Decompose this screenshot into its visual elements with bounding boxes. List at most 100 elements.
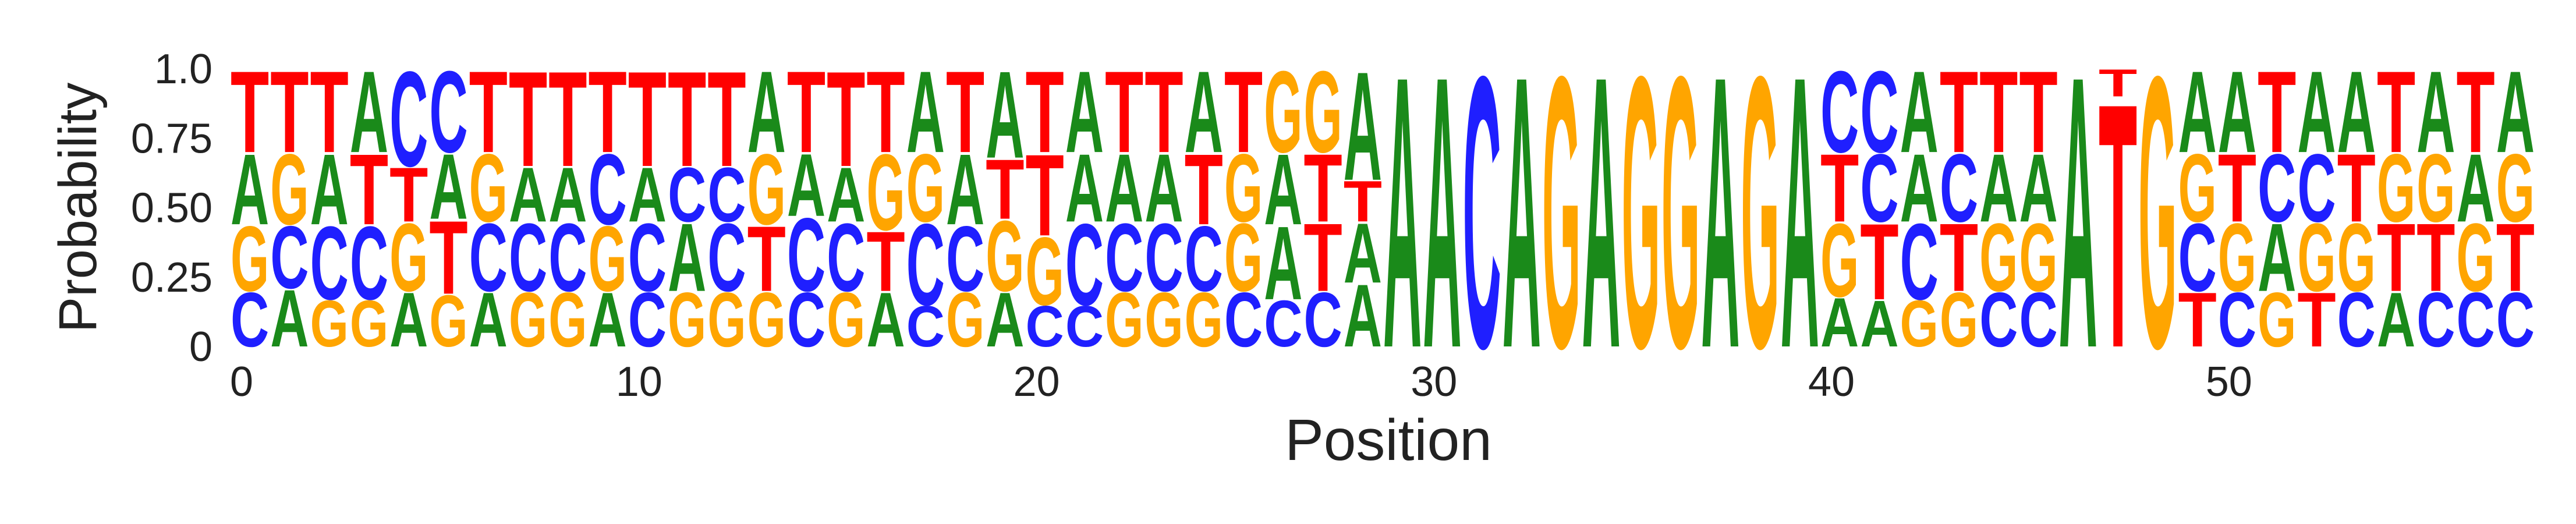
logo-letter-c-pos-24: C bbox=[1185, 207, 1223, 311]
logo-letter-t-pos-52: T bbox=[2297, 276, 2336, 363]
logo-letter-g-pos-13: G bbox=[747, 133, 786, 246]
logo-letter-g-pos-24: G bbox=[1185, 277, 1223, 363]
logo-letter-a-pos-22: A bbox=[1105, 134, 1143, 242]
logo-letter-t-pos-18: T bbox=[946, 47, 984, 178]
logo-letter-g-pos-19: G bbox=[986, 199, 1024, 312]
logo-letter-t-pos-43: T bbox=[1940, 47, 1978, 178]
logo-letter-a-pos-53: A bbox=[2337, 47, 2376, 177]
logo-letter-a-pos-23: A bbox=[1145, 134, 1183, 242]
logo-letter-a-pos-4: A bbox=[389, 277, 428, 363]
x-axis-label: Position bbox=[1285, 408, 1492, 473]
logo-letter-t-pos-43: T bbox=[1940, 203, 1978, 311]
logo-letter-c-pos-10: C bbox=[628, 277, 667, 363]
logo-letter-t-pos-25: T bbox=[1224, 47, 1263, 178]
x-tick-label: 30 bbox=[1411, 359, 1457, 405]
logo-letter-t-pos-51: T bbox=[2258, 47, 2296, 178]
logo-letter-c-pos-22: C bbox=[1105, 204, 1143, 312]
logo-letter-c-pos-55: C bbox=[2416, 277, 2455, 363]
logo-letter-g-pos-16: G bbox=[866, 132, 905, 253]
logo-letter-t-pos-7: T bbox=[509, 43, 547, 195]
logo-letter-g-pos-26: G bbox=[1264, 47, 1302, 177]
logo-letter-g-pos-44: G bbox=[1979, 204, 2018, 312]
logo-letter-g-pos-12: G bbox=[707, 277, 746, 363]
logo-letter-a-pos-10: A bbox=[628, 151, 667, 238]
logo-letter-c-pos-50: C bbox=[2218, 277, 2256, 363]
logo-letter-g-pos-5: G bbox=[429, 279, 467, 362]
logo-letter-t-pos-12: T bbox=[707, 43, 746, 195]
logo-letter-t-pos-10: T bbox=[628, 43, 667, 195]
logo-letter-g-pos-2: G bbox=[310, 287, 349, 361]
logo-letter-a-pos-57: A bbox=[2496, 47, 2535, 177]
logo-letter-t-pos-16: T bbox=[866, 47, 905, 178]
logo-letter-c-pos-57: C bbox=[2496, 277, 2535, 363]
logo-letter-a-pos-15: A bbox=[827, 151, 865, 238]
logo-letter-a-pos-17: A bbox=[906, 47, 945, 177]
logo-letter-c-pos-8: C bbox=[548, 204, 587, 312]
logo-letter-g-pos-54: G bbox=[2377, 134, 2415, 242]
y-tick-label: 0.25 bbox=[131, 254, 212, 301]
logo-letter-g-pos-23: G bbox=[1145, 277, 1183, 363]
logo-letter-c-pos-44: C bbox=[1979, 277, 2018, 363]
logo-letter-c-pos-21: C bbox=[1065, 199, 1104, 330]
logo-letter-t-pos-53: T bbox=[2337, 134, 2376, 242]
logo-letter-c-pos-14: C bbox=[787, 197, 825, 313]
logo-letter-t-pos-1: T bbox=[270, 47, 309, 178]
logo-letter-g-pos-45: G bbox=[2019, 204, 2057, 312]
logo-letter-g-pos-51: G bbox=[2258, 277, 2296, 363]
logo-letter-t-pos-5: T bbox=[429, 200, 467, 316]
logo-letter-c-pos-27: C bbox=[1303, 277, 1342, 363]
logo-letter-t-pos-19: T bbox=[986, 142, 1024, 238]
logo-letter-t-pos-4: T bbox=[389, 151, 428, 238]
logo-letter-t-pos-27: T bbox=[1303, 134, 1342, 242]
logo-letter-a-pos-39: A bbox=[1781, 0, 1819, 429]
logo-letter-a-pos-13: A bbox=[747, 47, 786, 177]
logo-letter-c-pos-23: C bbox=[1145, 204, 1183, 312]
logo-letter-t-pos-57: T bbox=[2496, 203, 2535, 311]
logo-letter-a-pos-3: A bbox=[350, 47, 388, 177]
logo-letter-c-pos-6: C bbox=[469, 204, 508, 312]
logo-letter-t-pos-0: T bbox=[231, 47, 269, 178]
logo-letter-g-pos-48: G bbox=[2138, 0, 2177, 429]
logo-letter-t-pos-47: T bbox=[2099, 31, 2137, 421]
logo-letter-g-pos-22: G bbox=[1105, 277, 1143, 363]
logo-letter-g-pos-33: G bbox=[1542, 0, 1581, 429]
logo-letter-c-pos-20: C bbox=[1026, 294, 1064, 359]
logo-letter-g-pos-55: G bbox=[2416, 134, 2455, 242]
logo-letter-c-pos-41: C bbox=[1860, 134, 1898, 242]
logo-letter-c-pos-49: C bbox=[2178, 204, 2217, 312]
x-tick-label: 40 bbox=[1808, 359, 1855, 405]
logo-letter-g-pos-40: G bbox=[1820, 202, 1859, 319]
logo-letter-a-pos-54: A bbox=[2377, 277, 2415, 363]
logo-letter-g-pos-43: G bbox=[1940, 277, 1978, 363]
logo-letter-t-pos-11: T bbox=[668, 43, 706, 195]
logo-letter-g-pos-50: G bbox=[2218, 204, 2256, 312]
logo-letter-g-pos-57: G bbox=[2496, 134, 2535, 242]
logo-letter-t-pos-54: T bbox=[2377, 47, 2415, 178]
logo-letter-g-pos-42: G bbox=[1900, 287, 1939, 361]
logo-letter-a-pos-21: A bbox=[1065, 134, 1104, 242]
logo-letter-t-pos-22: T bbox=[1105, 47, 1143, 178]
logo-letter-c-pos-4: C bbox=[389, 43, 428, 195]
logo-letter-a-pos-37: A bbox=[1701, 0, 1739, 429]
logo-letter-t-pos-8: T bbox=[548, 43, 587, 195]
logo-letter-t-pos-28: T bbox=[1344, 169, 1382, 234]
logo-letter-c-pos-41: C bbox=[1860, 47, 1898, 177]
logo-letter-a-pos-8: A bbox=[548, 151, 587, 238]
letters-layer: CGATACGTGCATGCTAAGTCGTACACGTGCATGCATAGCT… bbox=[231, 0, 2535, 429]
logo-letter-a-pos-52: A bbox=[2297, 47, 2336, 177]
logo-letter-t-pos-13: T bbox=[747, 206, 786, 310]
x-tick-label: 20 bbox=[1013, 359, 1060, 405]
logo-letter-c-pos-45: C bbox=[2019, 277, 2057, 363]
logo-letter-t-pos-55: T bbox=[2416, 203, 2455, 311]
logo-letter-c-pos-17: C bbox=[906, 199, 945, 330]
logo-letter-t-pos-47: T bbox=[2099, 62, 2137, 105]
logo-letter-a-pos-49: A bbox=[2178, 47, 2217, 177]
logo-letter-a-pos-7: A bbox=[509, 151, 547, 238]
y-axis-label: Probability bbox=[48, 83, 108, 333]
logo-letter-g-pos-38: G bbox=[1741, 0, 1780, 429]
logo-letter-t-pos-45: T bbox=[2019, 47, 2057, 178]
logo-letter-t-pos-23: T bbox=[1145, 47, 1183, 178]
logo-letter-c-pos-11: C bbox=[668, 151, 706, 238]
logo-letter-c-pos-0: C bbox=[231, 277, 269, 363]
logo-letter-c-pos-1: C bbox=[270, 207, 309, 307]
